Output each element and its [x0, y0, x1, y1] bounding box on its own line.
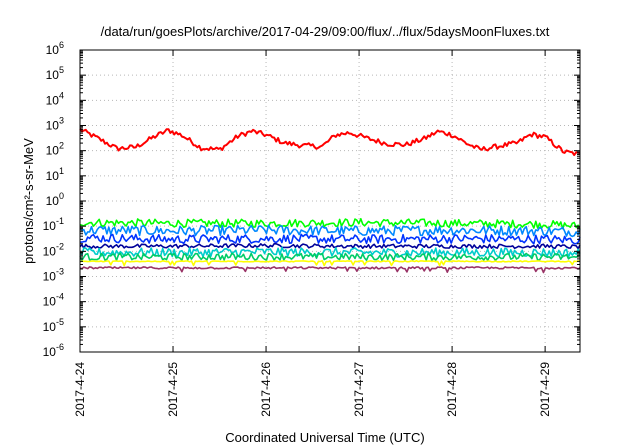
x-axis-label: Coordinated Universal Time (UTC) [225, 430, 424, 445]
y-tick-label: 102 [46, 141, 64, 158]
y-tick-labels: 10-6 10-5 10-4 10-3 10-2 10-1 100 101 102 103 104 1… [43, 40, 64, 359]
y-tick-label: 103 [46, 116, 64, 133]
x-tick-label: 2017-4-26 [259, 362, 273, 417]
x-tick-label: 2017-4-24 [73, 362, 87, 417]
series-layer [79, 128, 581, 274]
y-tick-label: 104 [46, 90, 64, 107]
series-line [79, 218, 581, 230]
y-tick-label: 100 [46, 191, 64, 208]
series-line [79, 246, 581, 258]
series-line [79, 242, 581, 250]
y-tick-label: 10-4 [43, 292, 64, 309]
x-tick-label: 2017-4-29 [538, 362, 552, 417]
series-line [79, 252, 581, 262]
y-tick-label: 10-5 [43, 317, 64, 334]
y-tick-label: 105 [46, 65, 64, 82]
y-tick-label: 10-6 [43, 342, 64, 359]
y-tick-label: 106 [46, 40, 64, 57]
grid-lines [80, 50, 580, 352]
y-axis-label: protons/cm²-s-sr-MeV [21, 138, 36, 264]
y-tick-label: 101 [46, 166, 64, 183]
y-tick-label: 10-2 [43, 241, 64, 258]
series-line [79, 224, 581, 238]
series-line [79, 233, 581, 245]
y-tick-label: 10-3 [43, 267, 64, 284]
x-tick-labels: 2017-4-24 2017-4-25 2017-4-26 2017-4-27 2017… [73, 362, 552, 417]
series-line [79, 266, 581, 274]
series-line [79, 128, 581, 157]
x-tick-label: 2017-4-27 [352, 362, 366, 417]
tick-marks [79, 49, 580, 353]
y-tick-label: 10-1 [43, 216, 64, 233]
chart-title: /data/run/goesPlots/archive/2017-04-29/0… [101, 24, 550, 39]
series-line [79, 260, 581, 267]
x-tick-label: 2017-4-28 [445, 362, 459, 417]
x-tick-label: 2017-4-25 [166, 362, 180, 417]
